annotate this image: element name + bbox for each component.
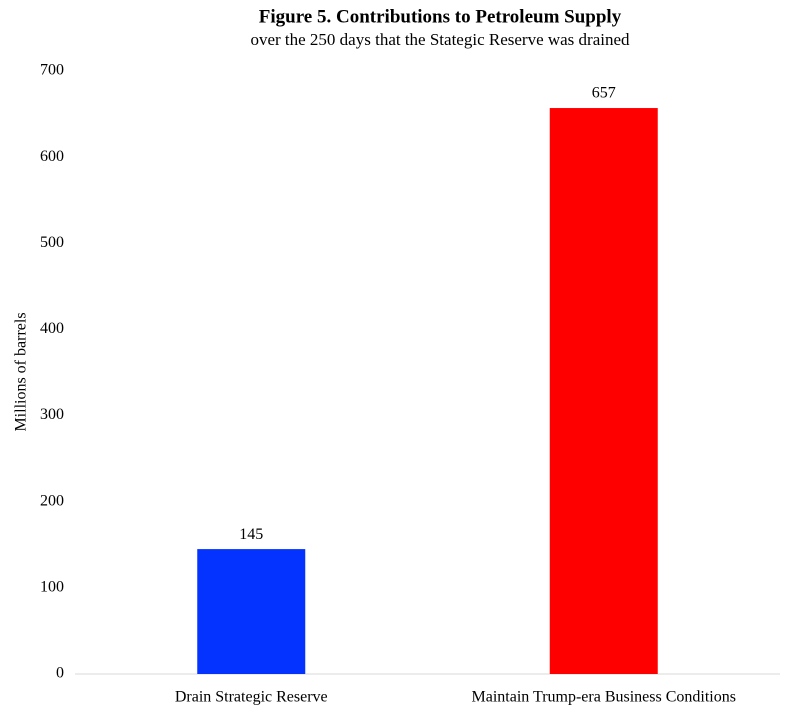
chart-title: Figure 5. Contributions to Petroleum Sup… bbox=[259, 6, 622, 27]
y-tick-label: 700 bbox=[40, 62, 64, 79]
data-label: 145 bbox=[239, 526, 263, 543]
bar bbox=[549, 108, 658, 674]
y-tick-label: 100 bbox=[40, 579, 64, 596]
x-tick-label: Maintain Trump-era Business Conditions bbox=[472, 689, 736, 706]
x-tick-label: Drain Strategic Reserve bbox=[175, 689, 328, 706]
y-tick-label: 200 bbox=[40, 492, 64, 509]
y-tick-label: 500 bbox=[40, 234, 64, 251]
y-axis-label: Millions of barrels bbox=[13, 312, 30, 431]
data-label: 657 bbox=[592, 85, 616, 102]
y-tick-label: 0 bbox=[56, 665, 64, 682]
y-tick-label: 300 bbox=[40, 406, 64, 423]
y-tick-label: 400 bbox=[40, 320, 64, 337]
bar bbox=[197, 549, 306, 674]
y-tick-label: 600 bbox=[40, 148, 64, 165]
chart-subtitle: over the 250 days that the Stategic Rese… bbox=[250, 30, 630, 49]
